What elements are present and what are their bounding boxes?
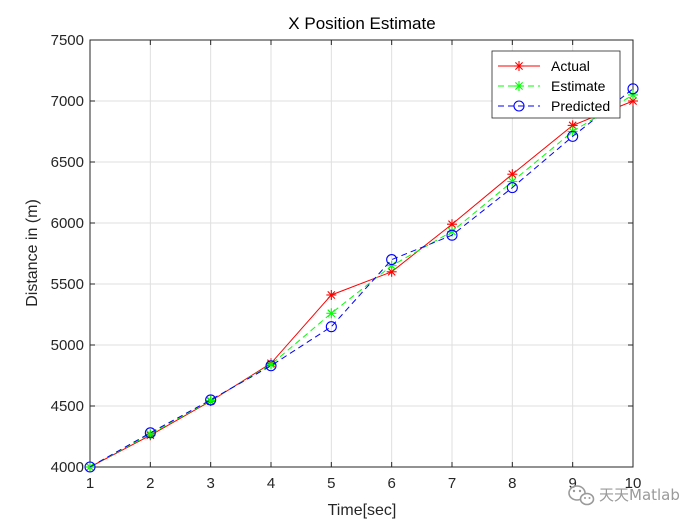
- data-point-estimate: [628, 89, 638, 100]
- data-point-estimate: [326, 308, 337, 319]
- legend-marker: [513, 100, 525, 112]
- x-tick-label: 8: [508, 475, 516, 492]
- data-point-estimate: [507, 176, 518, 187]
- data-point-actual: [326, 289, 337, 300]
- data-point-predicted: [386, 254, 398, 266]
- series-predicted: [84, 83, 639, 473]
- y-tick-label: 6000: [51, 215, 84, 232]
- watermark-text: 天天Matlab: [599, 486, 680, 504]
- series-line-actual: [89, 100, 634, 468]
- y-tick-label: 4500: [51, 398, 84, 415]
- x-tick-label: 7: [448, 475, 456, 492]
- x-tick-label: 2: [146, 475, 154, 492]
- data-point-predicted: [506, 182, 518, 194]
- y-tick-label: 7500: [51, 32, 84, 49]
- y-tick-label: 5000: [51, 337, 84, 354]
- data-point-predicted: [446, 229, 458, 241]
- data-point-actual: [567, 120, 578, 131]
- wechat-icon: [568, 485, 595, 506]
- data-point-predicted: [567, 130, 579, 142]
- x-tick-label: 1: [86, 475, 94, 492]
- axis-ticks: 1 2 3 4 5 6 7 8 9 10 4000 4500 5000 5500 6000 6500 7000 7…: [51, 32, 642, 492]
- legend-item-estimate: Estimate: [498, 78, 606, 94]
- y-tick-label: 6500: [51, 154, 84, 171]
- y-tick-label: 7000: [51, 93, 84, 110]
- x-tick-label: 4: [267, 475, 275, 492]
- x-tick-label: 9: [568, 475, 576, 492]
- legend-box: [491, 50, 621, 119]
- legend-label: Predicted: [551, 98, 610, 114]
- y-tick-label: 5500: [51, 276, 84, 293]
- legend: Actual Estimate Predicted: [491, 50, 621, 119]
- data-point-predicted: [627, 83, 639, 95]
- x-tick-label: 10: [625, 475, 642, 492]
- x-tick-label: 5: [327, 475, 335, 492]
- legend-label: Actual: [551, 58, 590, 74]
- y-axis-title: Distance in (m): [24, 199, 41, 307]
- series-line-predicted: [89, 88, 634, 468]
- legend-marker: [514, 81, 524, 91]
- watermark: 天天Matlab: [568, 485, 680, 506]
- data-point-predicted: [205, 394, 217, 406]
- y-tick-label: 4000: [51, 459, 84, 476]
- data-point-actual: [507, 169, 518, 180]
- legend-item-predicted: Predicted: [498, 98, 610, 114]
- x-tick-label: 6: [387, 475, 395, 492]
- legend-item-actual: Actual: [498, 58, 590, 74]
- x-axis-title: Time[sec]: [328, 502, 397, 519]
- axes-box: [89, 39, 634, 468]
- series-estimate: [85, 89, 638, 472]
- data-point-predicted: [84, 461, 96, 473]
- data-point-predicted: [265, 360, 277, 372]
- data-point-predicted: [325, 321, 337, 333]
- x-tick-label: 3: [206, 475, 214, 492]
- chart-title: X Position Estimate: [288, 14, 435, 33]
- legend-marker: [514, 61, 524, 71]
- data-point-estimate: [386, 260, 397, 271]
- series-group: [84, 83, 639, 473]
- series-line-estimate: [89, 94, 634, 468]
- data-point-predicted: [144, 427, 156, 439]
- legend-label: Estimate: [551, 78, 606, 94]
